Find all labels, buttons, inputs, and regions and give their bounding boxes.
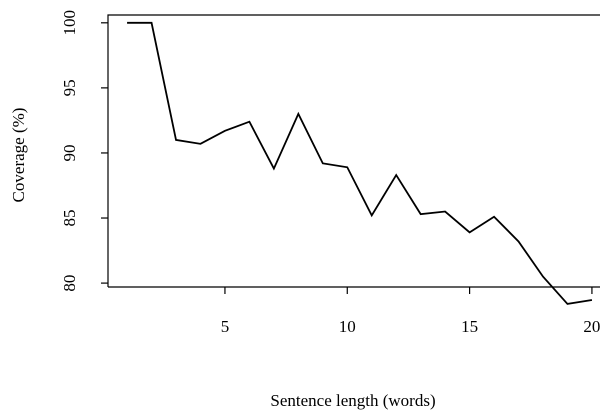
y-tick-label: 95 (60, 79, 79, 96)
y-axis-label: Coverage (%) (9, 108, 28, 203)
x-tick-label: 5 (221, 317, 230, 336)
y-tick-label: 100 (60, 10, 79, 36)
x-axis-label: Sentence length (words) (270, 391, 435, 410)
x-tick-label: 10 (339, 317, 356, 336)
y-tick-label: 80 (60, 275, 79, 292)
data-line (127, 21, 593, 305)
y-tick-label: 85 (60, 210, 79, 227)
y-tick-label: 90 (60, 144, 79, 161)
plot-frame (107, 14, 600, 288)
x-tick-label: 20 (583, 317, 600, 336)
x-tick-label: 15 (461, 317, 478, 336)
